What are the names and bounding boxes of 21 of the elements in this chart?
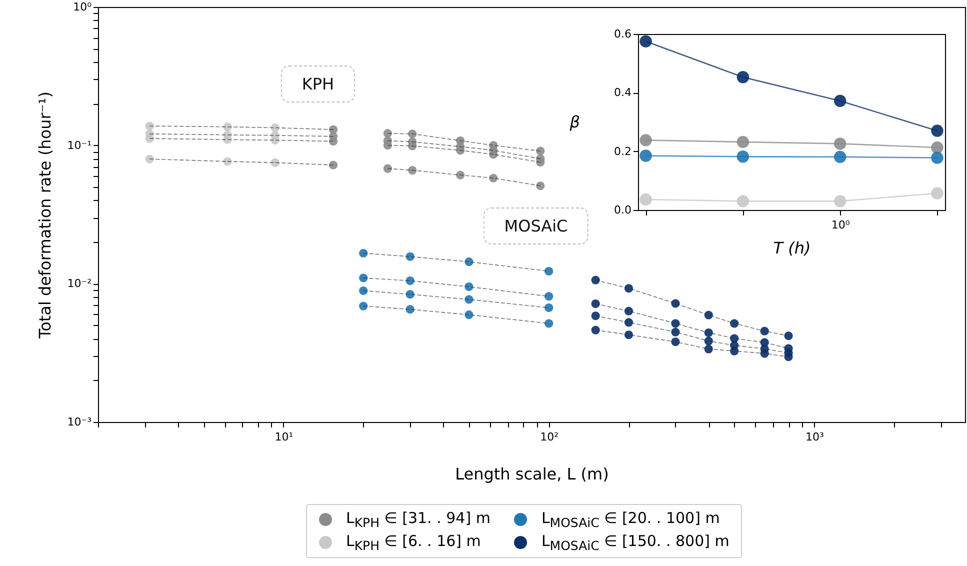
legend-label: L$_{MOSAiC}$ ∈ [150. . 800] m [541,532,730,553]
legend-label: L$_{KPH}$ ∈ [31. . 94] m [346,509,490,530]
y-tick-label: 0.6 [614,28,632,40]
legend-label: L$_{KPH}$ ∈ [6. . 16] m [346,532,481,553]
annotation: KPH [280,66,356,102]
y-axis-title: β [568,112,580,132]
legend-label: L$_{MOSAiC}$ ∈ [20. . 100] m [541,509,720,530]
y-tick-label: 0.2 [614,144,632,158]
x-tick-label: 10¹ [274,430,294,444]
y-tick-label: 10⁻³ [67,416,92,428]
y-tick-label: 10⁻¹ [67,138,92,152]
y-tick-label: 0.4 [614,86,632,100]
y-tick-label: 10⁻² [67,277,92,290]
x-tick-label: 10³ [806,430,824,444]
y-tick-label: 10⁰ [73,0,92,14]
y-tick-label: 0.0 [614,204,632,216]
y-axis-title: Total deformation rate (hour⁻¹) [35,92,54,340]
x-axis-title: Length scale, L (m) [455,464,609,484]
x-tick-label: 10² [540,430,559,444]
annotation: MOSAiC [483,208,589,244]
x-axis-title: T (h) [773,238,811,258]
